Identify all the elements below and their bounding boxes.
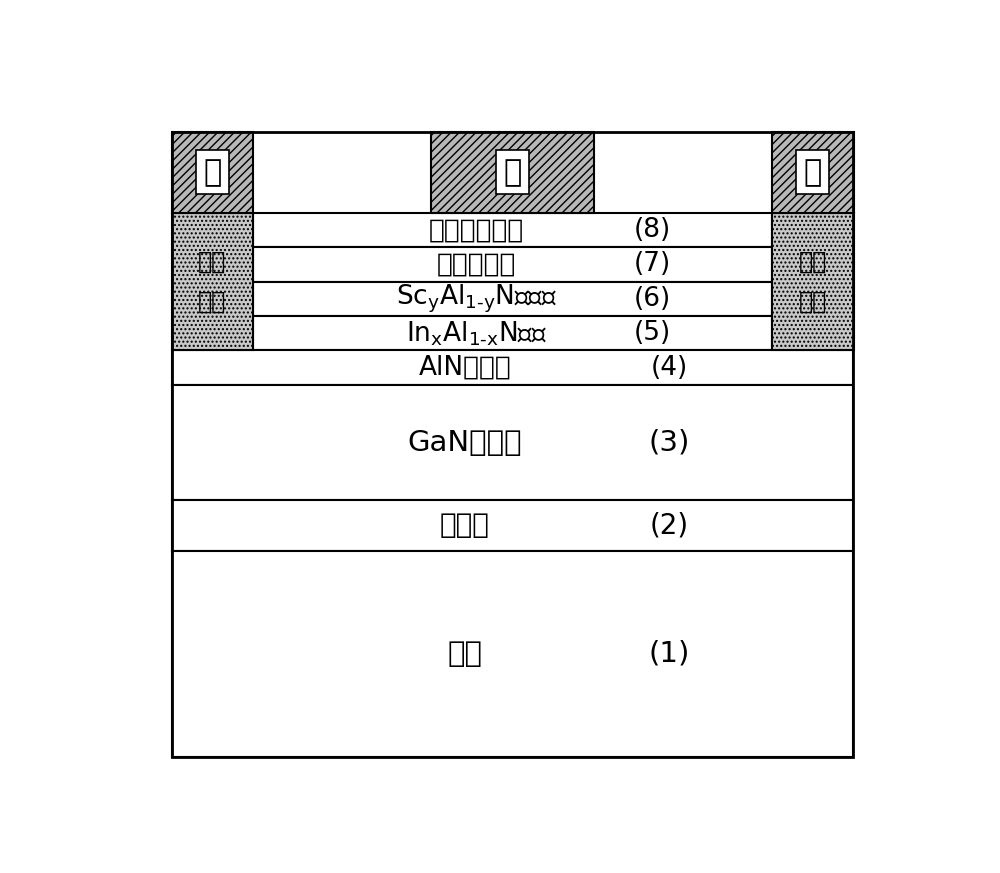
Bar: [172, 350, 853, 385]
Text: (2): (2): [650, 512, 689, 540]
Text: (8): (8): [634, 217, 671, 243]
Bar: [172, 213, 253, 350]
Bar: [253, 316, 772, 350]
Bar: [431, 132, 594, 213]
Text: 欧姆
接触: 欧姆 接触: [198, 250, 227, 313]
Bar: [172, 500, 853, 551]
Bar: [172, 385, 853, 500]
Bar: [172, 132, 253, 213]
Text: 绝缘栅介质层: 绝缘栅介质层: [429, 217, 524, 243]
Text: $\mathrm{In_xAl_{1\text{-}x}N}$帽层: $\mathrm{In_xAl_{1\text{-}x}N}$帽层: [406, 319, 547, 347]
Text: AlN插入层: AlN插入层: [418, 354, 511, 381]
Text: GaN沟道层: GaN沟道层: [407, 429, 522, 457]
Text: (6): (6): [634, 285, 671, 312]
Text: (4): (4): [651, 354, 688, 381]
Text: 成核层: 成核层: [440, 512, 490, 540]
Bar: [772, 213, 854, 350]
Text: 源: 源: [203, 158, 222, 187]
Text: 势垒保护层: 势垒保护层: [437, 251, 516, 278]
Text: (1): (1): [649, 640, 690, 668]
Text: 漏: 漏: [803, 158, 822, 187]
Text: 栅: 栅: [503, 158, 522, 187]
Bar: [253, 247, 772, 282]
Text: (3): (3): [649, 429, 690, 457]
Bar: [772, 132, 854, 213]
Text: (5): (5): [634, 320, 671, 347]
Text: (7): (7): [634, 251, 671, 278]
Bar: [172, 132, 853, 757]
Text: 欧姆
接触: 欧姆 接触: [798, 250, 827, 313]
Bar: [253, 282, 772, 316]
Bar: [172, 551, 853, 757]
Text: 衬底: 衬底: [447, 640, 482, 668]
Text: $\mathrm{Sc_yAl_{1\text{-}y}N}$势垒层: $\mathrm{Sc_yAl_{1\text{-}y}N}$势垒层: [396, 283, 557, 315]
Bar: [253, 213, 772, 247]
